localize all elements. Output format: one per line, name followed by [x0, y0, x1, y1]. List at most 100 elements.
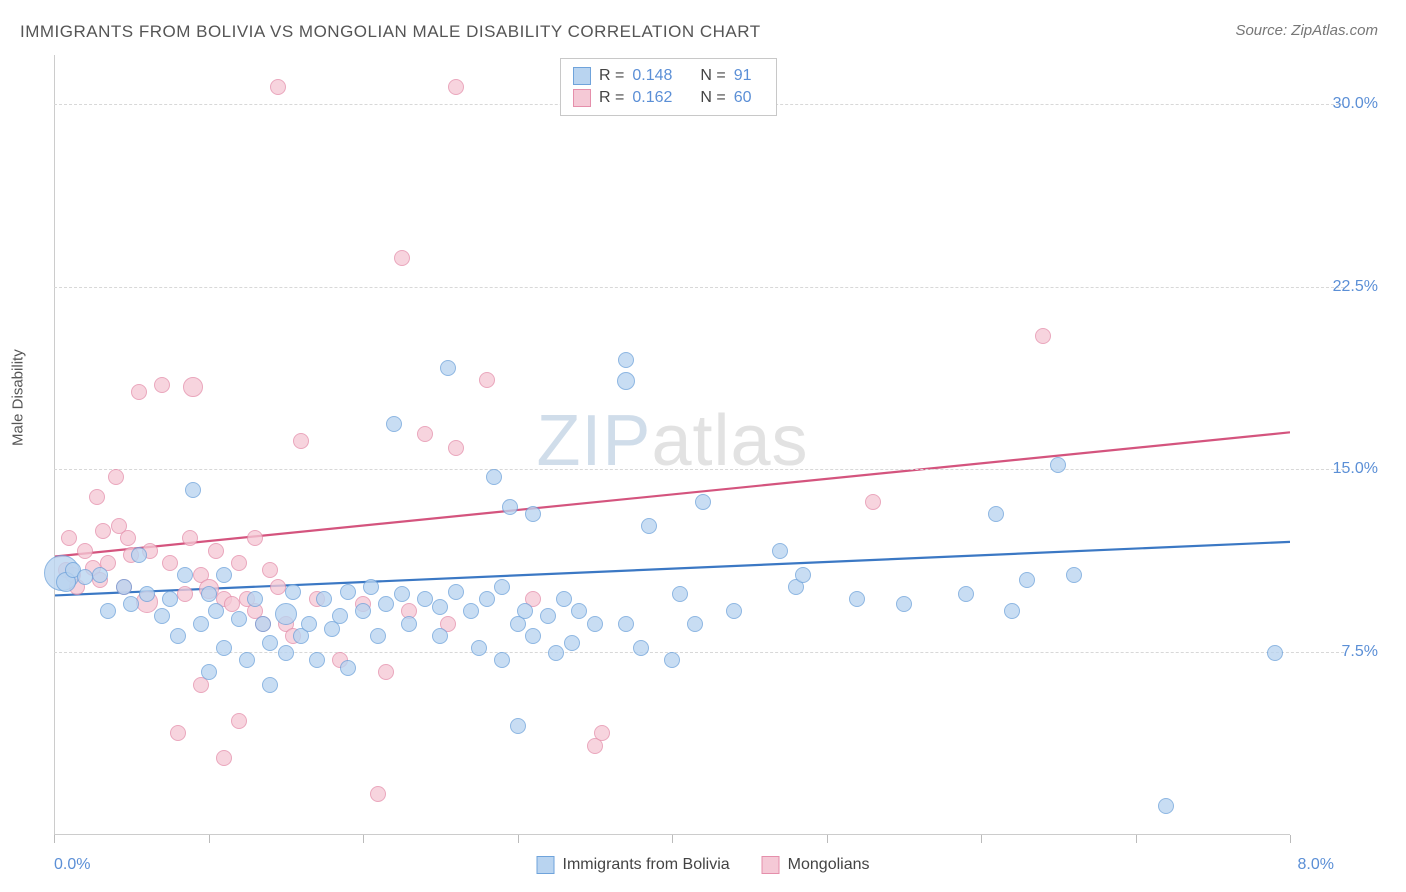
- series-a-point: [255, 616, 271, 632]
- legend-bottom: Immigrants from Bolivia Mongolians: [537, 856, 870, 874]
- series-a-point: [1019, 572, 1035, 588]
- x-tick: [54, 835, 55, 843]
- series-b-point: [394, 250, 410, 266]
- series-a-point: [432, 599, 448, 615]
- series-a-point: [131, 547, 147, 563]
- x-tick: [518, 835, 519, 843]
- series-b-point: [77, 543, 93, 559]
- series-a-point: [695, 494, 711, 510]
- series-b-point: [448, 79, 464, 95]
- series-a-point: [440, 360, 456, 376]
- series-b-point: [120, 530, 136, 546]
- series-a-point: [617, 372, 635, 390]
- series-a-point: [77, 569, 93, 585]
- series-a-point: [564, 635, 580, 651]
- series-a-point: [285, 584, 301, 600]
- x-tick: [363, 835, 364, 843]
- r-value-a: 0.148: [632, 67, 682, 85]
- series-b-point: [183, 377, 203, 397]
- series-a-point: [525, 506, 541, 522]
- series-a-point: [370, 628, 386, 644]
- series-a-point: [201, 664, 217, 680]
- x-tick: [209, 835, 210, 843]
- series-a-point: [633, 640, 649, 656]
- series-b-point: [293, 433, 309, 449]
- series-a-point: [517, 603, 533, 619]
- series-a-point: [795, 567, 811, 583]
- series-a-point: [556, 591, 572, 607]
- series-a-point: [247, 591, 263, 607]
- series-b-point: [177, 586, 193, 602]
- y-tick-label: 15.0%: [1333, 460, 1378, 478]
- series-a-point: [386, 416, 402, 432]
- r-label-a: R =: [599, 67, 624, 85]
- series-a-point: [571, 603, 587, 619]
- series-a-point: [332, 608, 348, 624]
- stats-row-a: R = 0.148 N = 91: [573, 65, 764, 87]
- series-a-point: [1004, 603, 1020, 619]
- series-a-point: [432, 628, 448, 644]
- series-a-point: [672, 586, 688, 602]
- series-a-point: [239, 652, 255, 668]
- series-a-point: [231, 611, 247, 627]
- series-a-point: [958, 586, 974, 602]
- n-label-b: N =: [700, 89, 725, 107]
- legend-item-a: Immigrants from Bolivia: [537, 856, 730, 874]
- series-b-point: [95, 523, 111, 539]
- series-a-point: [340, 584, 356, 600]
- series-a-point: [309, 652, 325, 668]
- legend-label-a: Immigrants from Bolivia: [563, 856, 730, 874]
- series-a-point: [494, 652, 510, 668]
- series-b-point: [262, 562, 278, 578]
- series-a-point: [275, 603, 297, 625]
- series-b-point: [131, 384, 147, 400]
- series-a-point: [772, 543, 788, 559]
- x-tick: [672, 835, 673, 843]
- series-b-point: [594, 725, 610, 741]
- x-tick: [1136, 835, 1137, 843]
- legend-item-b: Mongolians: [762, 856, 870, 874]
- series-b-point: [89, 489, 105, 505]
- series-a-point: [316, 591, 332, 607]
- series-b-point: [231, 555, 247, 571]
- series-b-point: [108, 469, 124, 485]
- series-a-point: [139, 586, 155, 602]
- series-b-point: [182, 530, 198, 546]
- series-a-point: [726, 603, 742, 619]
- series-b-point: [270, 79, 286, 95]
- series-a-point: [525, 628, 541, 644]
- series-b-point: [61, 530, 77, 546]
- series-a-point: [340, 660, 356, 676]
- series-b-point: [1035, 328, 1051, 344]
- series-a-point: [162, 591, 178, 607]
- series-a-point: [849, 591, 865, 607]
- series-a-point: [1267, 645, 1283, 661]
- series-a-point: [641, 518, 657, 534]
- series-a-point: [1050, 457, 1066, 473]
- n-label-a: N =: [700, 67, 725, 85]
- series-a-point: [486, 469, 502, 485]
- series-a-point: [479, 591, 495, 607]
- series-b-point: [370, 786, 386, 802]
- series-b-point: [270, 579, 286, 595]
- n-value-a: 91: [734, 67, 764, 85]
- series-b-point: [208, 543, 224, 559]
- series-a-point: [463, 603, 479, 619]
- legend-swatch-a: [537, 856, 555, 874]
- series-b-point: [448, 440, 464, 456]
- series-a-point: [262, 677, 278, 693]
- r-label-b: R =: [599, 89, 624, 107]
- series-a-point: [1066, 567, 1082, 583]
- series-b-point: [224, 596, 240, 612]
- series-a-point: [587, 616, 603, 632]
- trend-line-b: [55, 432, 1290, 556]
- series-a-point: [448, 584, 464, 600]
- legend-label-b: Mongolians: [788, 856, 870, 874]
- n-value-b: 60: [734, 89, 764, 107]
- series-a-point: [177, 567, 193, 583]
- series-a-point: [664, 652, 680, 668]
- legend-swatch-b: [762, 856, 780, 874]
- series-b-point: [216, 750, 232, 766]
- series-a-point: [1158, 798, 1174, 814]
- series-b-point: [231, 713, 247, 729]
